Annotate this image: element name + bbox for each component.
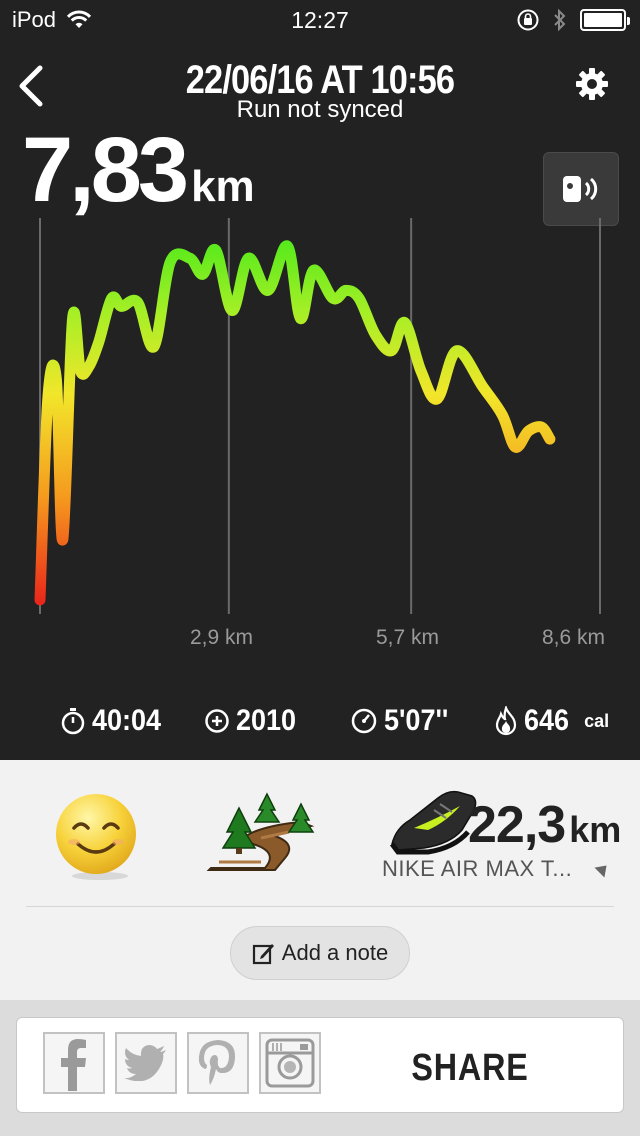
divider [26,906,614,907]
edit-note-icon [252,944,274,965]
twitter-button[interactable] [115,1032,177,1094]
stats-row: 40:04 2010 5'07'' 646 cal [0,700,640,750]
status-bar: iPod 12:27 [0,0,640,40]
bluetooth-icon [554,8,566,32]
calories-unit: cal [584,710,610,731]
gear-icon[interactable] [574,66,610,102]
duration-stat: 40:04 [60,704,169,738]
speedometer-icon [351,708,377,734]
status-right [516,8,630,32]
twitter-icon [124,1045,166,1081]
trail-terrain-icon[interactable] [205,792,320,872]
shoe-distance-value: 22,3 [468,796,566,854]
pace-line [34,240,556,606]
share-button[interactable]: SHARE [411,1047,529,1089]
shoe-icon[interactable] [388,782,478,862]
distance-value: 7,83 [22,119,189,221]
calories-stat: 646 cal [494,704,609,738]
pace-stat: 5'07'' [350,704,455,738]
fuel-stat: 2010 [204,704,303,738]
x-tick-label: 8,6 km [542,626,606,649]
instagram-icon [265,1038,315,1088]
facebook-button[interactable] [43,1032,105,1094]
run-date-title: 22/06/16 AT 10:56 [185,58,455,102]
fuel-value: 2010 [236,704,297,737]
calories-value: 646 [524,704,570,737]
duration-value: 40:04 [92,704,162,737]
add-note-label: Add a note [281,940,389,965]
pace-value: 5'07'' [384,704,449,737]
shoe-distance: 22,3 km [468,795,621,855]
x-tick-label: 5,7 km [376,626,440,649]
wifi-icon [66,10,92,28]
pinterest-button[interactable] [187,1032,249,1094]
distance-unit: km [191,162,255,211]
clock: 12:27 [291,7,349,33]
speaker-icon [563,176,598,202]
audio-feedback-button[interactable] [543,152,619,226]
add-note-button[interactable]: Add a note [230,926,410,980]
shoe-distance-unit: km [569,809,622,850]
status-left: iPod [12,7,92,33]
carrier-label: iPod [12,7,57,32]
rotation-lock-icon [517,9,539,31]
pinterest-icon [198,1040,236,1085]
smiley-icon[interactable] [52,790,144,882]
back-arrow-icon[interactable] [14,62,50,110]
shoe-selector[interactable]: NIKE AIR MAX T... [382,856,573,881]
nikefuel-icon [205,709,229,733]
run-summary-panel [0,0,640,760]
facebook-icon [61,1039,86,1091]
battery-icon [580,9,630,31]
x-tick-label: 2,9 km [190,626,254,649]
pace-chart [34,218,601,614]
sync-status: Run not synced [236,96,404,123]
flame-icon [495,706,517,736]
total-distance: 7,83 km [22,118,255,223]
stopwatch-icon [61,708,85,735]
instagram-button[interactable] [259,1032,321,1094]
header: 22/06/16 AT 10:56 Run not synced [0,52,640,132]
